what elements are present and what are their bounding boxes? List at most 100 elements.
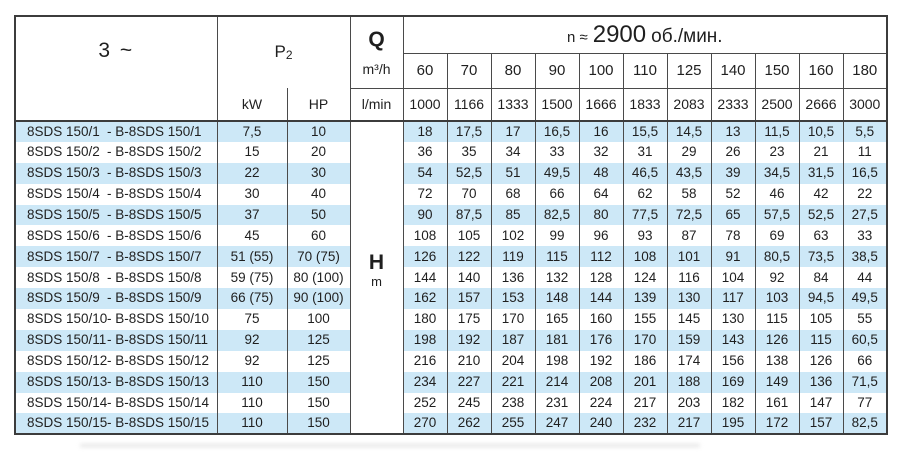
model-secondary: - B-8SDS 150/13	[107, 374, 210, 390]
table-row: 8SDS 150/15- B-8SDS 150/15 110 150 270 26…	[14, 413, 888, 435]
model-primary: 8SDS 150/11	[27, 332, 107, 348]
model-cell: 8SDS 150/8 - B-8SDS 150/8	[14, 267, 218, 289]
kw-cell: 45	[216, 225, 288, 247]
head-value-cell: 255	[490, 413, 536, 435]
head-value-cell: 31,5	[798, 162, 844, 184]
p2-header-cell: P2	[216, 15, 351, 88]
lmin-values-row: kW HP l/min 1000 1166 1333 1500 1666 1833 2083…	[15, 87, 888, 122]
head-value-cell: 245	[446, 392, 492, 414]
head-value-cell: 51	[490, 162, 536, 184]
head-value-cell: 23	[754, 141, 800, 163]
head-value-cell: 57,5	[754, 204, 800, 226]
flow-lmin-cell: 1333	[490, 87, 536, 122]
model-cell: 8SDS 150/15- B-8SDS 150/15	[14, 413, 218, 435]
head-value-cell: 33	[534, 141, 580, 163]
model-cell: 8SDS 150/1 - B-8SDS 150/1	[14, 121, 218, 142]
head-value-cell: 14,5	[666, 121, 712, 142]
head-value-cell: 93	[622, 225, 668, 247]
head-value-cell: 85	[490, 204, 536, 226]
speed-value: 2900	[592, 21, 647, 49]
head-value-cell: 108	[622, 246, 668, 268]
kw-cell: 92	[216, 350, 288, 372]
flow-lmin-cell: 1500	[534, 87, 580, 122]
flow-m3h-cell: 160	[798, 52, 844, 89]
head-value-cell: 210	[446, 350, 492, 372]
flow-lmin-cell: 2500	[754, 87, 800, 122]
head-value-cell: 101	[666, 246, 712, 268]
head-value-cell: 52,5	[798, 204, 844, 226]
head-value-cell: 169	[710, 371, 756, 393]
head-value-cell: 80	[578, 204, 624, 226]
hp-cell: 10	[286, 121, 351, 142]
model-secondary: - B-8SDS 150/11	[107, 332, 209, 348]
head-value-cell: 105	[446, 225, 492, 247]
head-value-cell: 82,5	[842, 413, 888, 435]
flow-m3h-cell: 180	[842, 52, 888, 89]
hp-cell: 150	[286, 413, 351, 435]
head-value-cell: 238	[490, 392, 536, 414]
head-value-cell: 217	[666, 413, 712, 435]
head-value-cell: 126	[754, 329, 800, 351]
head-value-cell: 192	[446, 329, 492, 351]
head-value-cell: 126	[798, 350, 844, 372]
head-value-cell: 128	[578, 267, 624, 289]
model-secondary: - B-8SDS 150/7	[107, 248, 202, 264]
model-cell: 8SDS 150/6 - B-8SDS 150/6	[14, 225, 218, 247]
head-value-cell: 172	[754, 413, 800, 435]
kw-cell: 66 (75)	[216, 288, 288, 310]
head-value-cell: 69	[754, 225, 800, 247]
head-value-cell: 262	[446, 413, 492, 435]
head-value-cell: 174	[666, 350, 712, 372]
flow-values-row: 60 70 80 90 100 110 125 140 150 160 180	[15, 52, 888, 89]
head-value-cell: 16	[578, 121, 624, 142]
flow-lmin-cell: 2083	[666, 87, 712, 122]
head-value-cell: 130	[710, 309, 756, 330]
head-value-cell: 90	[402, 204, 448, 226]
kw-cell: 110	[216, 392, 288, 414]
head-value-cell: 46	[754, 183, 800, 205]
flow-lmin-cell: 3000	[842, 87, 888, 122]
head-value-cell: 224	[578, 392, 624, 414]
table-row: 8SDS 150/8 - B-8SDS 150/8 59 (75) 80 (100…	[14, 267, 888, 289]
head-value-cell: 11,5	[754, 121, 800, 142]
head-value-cell: 58	[666, 183, 712, 205]
table-row: 8SDS 150/10- B-8SDS 150/10 75 100 180 175…	[14, 309, 888, 330]
model-secondary: - B-8SDS 150/12	[107, 353, 210, 369]
head-value-cell: 52,5	[446, 162, 492, 184]
head-value-cell: 116	[666, 267, 712, 289]
model-cell: 8SDS 150/4 - B-8SDS 150/4	[14, 183, 218, 205]
flow-m3h-cell: 150	[754, 52, 800, 89]
head-value-cell: 157	[446, 288, 492, 310]
head-value-cell: 148	[534, 288, 580, 310]
head-value-cell: 38,5	[842, 246, 888, 268]
head-value-cell: 103	[754, 288, 800, 310]
head-value-cell: 112	[578, 246, 624, 268]
model-primary: 8SDS 150/15	[27, 415, 108, 431]
head-value-cell: 16,5	[842, 162, 888, 184]
kw-cell: 110	[216, 413, 288, 435]
head-value-cell: 72	[402, 183, 448, 205]
head-value-cell: 192	[578, 350, 624, 372]
head-value-cell: 231	[534, 392, 580, 414]
head-value-cell: 46,5	[622, 162, 668, 184]
head-value-cell: 43,5	[666, 162, 712, 184]
hp-cell: 125	[286, 350, 351, 372]
table-row: 8SDS 150/5- B-8SDS 150/5 37 50 90 87,5 85 8…	[14, 204, 888, 226]
head-value-cell: 170	[490, 309, 536, 330]
head-value-cell: 162	[402, 288, 448, 310]
model-secondary: - B-8SDS 150/3	[107, 165, 202, 181]
kw-cell: 7,5	[216, 121, 288, 142]
model-cell: 8SDS 150/10- B-8SDS 150/10	[14, 309, 218, 330]
head-value-cell: 44	[842, 267, 888, 289]
model-primary: 8SDS 150/3	[27, 165, 100, 181]
head-value-cell: 176	[578, 329, 624, 351]
flow-lmin-cell: 1000	[402, 87, 448, 122]
head-value-cell: 34	[490, 141, 536, 163]
head-value-cell: 221	[490, 371, 536, 393]
head-value-cell: 117	[710, 288, 756, 310]
head-value-cell: 26	[710, 141, 756, 163]
hp-cell: 70 (75)	[286, 246, 351, 268]
head-value-cell: 66	[842, 350, 888, 372]
head-value-cell: 160	[578, 309, 624, 330]
model-primary: 8SDS 150/2	[27, 144, 100, 160]
